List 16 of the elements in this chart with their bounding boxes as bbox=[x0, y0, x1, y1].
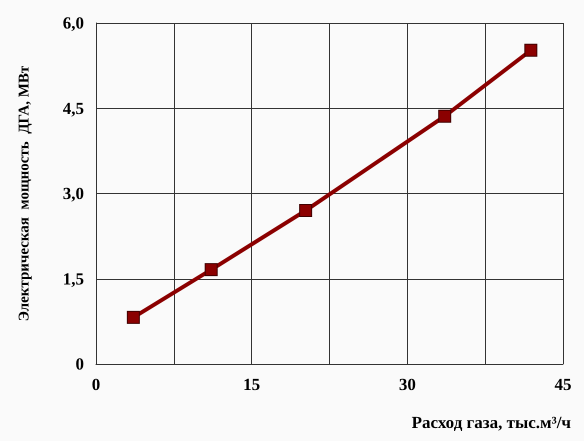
x-tick-label: 0 bbox=[92, 375, 100, 394]
y-tick-label: 1,5 bbox=[62, 269, 84, 288]
point bbox=[524, 44, 538, 57]
point bbox=[299, 204, 312, 218]
y-tick-label: 3,0 bbox=[62, 184, 84, 203]
y-tick-label: 4,5 bbox=[62, 98, 84, 118]
point bbox=[438, 110, 452, 123]
point bbox=[204, 263, 218, 276]
y-tick-label: 6,0 bbox=[62, 14, 84, 32]
x-tick-label: 15 bbox=[243, 375, 260, 394]
y-axis-title: Электрическая мощность ДГА, МВт bbox=[16, 65, 32, 322]
x-tick-label: 30 bbox=[398, 375, 416, 394]
x-axis-title: Расход газа, тыс.м³/ч bbox=[412, 413, 572, 432]
x-tick-label: 45 bbox=[554, 375, 572, 394]
point bbox=[126, 310, 140, 324]
y-tick-label: 0 bbox=[76, 354, 84, 374]
